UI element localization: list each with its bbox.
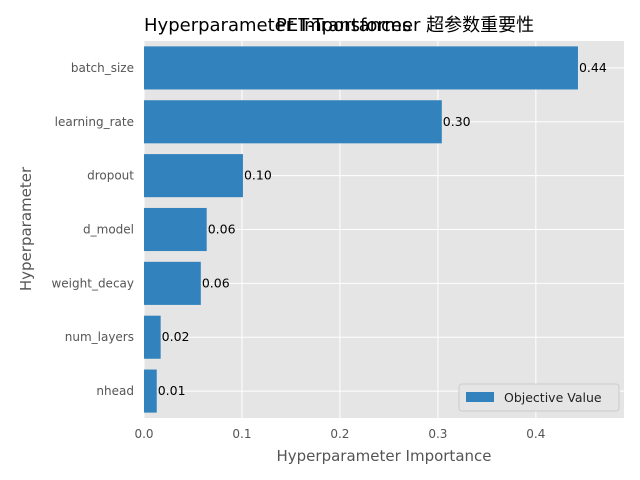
y-tick-labels: nhead num_layers weight_decay d_model dropou…	[51, 61, 134, 398]
bar-batch-size	[144, 46, 578, 90]
chart-title: Hyperparameter Importances	[144, 15, 411, 36]
y-axis-label: Hyperparameter	[17, 166, 35, 291]
y-tick-label: nhead	[96, 384, 134, 398]
legend-box	[458, 383, 620, 412]
x-tick-label: 0.2	[330, 427, 349, 441]
x-tick-label: 0.0	[134, 427, 153, 441]
bar-weight-decay	[144, 261, 201, 305]
bar-value-label: 0.06	[202, 275, 230, 290]
y-tick-label: d_model	[83, 223, 134, 237]
y-tick-label: num_layers	[65, 330, 134, 344]
x-axis-label: Hyperparameter Importance	[277, 447, 492, 465]
bar-value-label: 0.02	[162, 329, 190, 344]
data-labels: 0.01 0.02 0.06 0.06 0.10 0.30 0.44	[158, 60, 607, 398]
x-tick-labels: 0.0 0.1 0.2 0.3 0.4	[134, 427, 545, 441]
bar-num-layers	[144, 315, 161, 359]
x-tick-label: 0.3	[428, 427, 447, 441]
legend-label: Objective Value	[504, 390, 602, 405]
bar-dropout	[144, 154, 243, 198]
bars	[144, 46, 578, 413]
bar-value-label: 0.10	[244, 168, 272, 183]
y-tick-label: weight_decay	[51, 276, 134, 290]
x-tick-label: 0.1	[232, 427, 251, 441]
legend-swatch	[466, 392, 494, 402]
bar-learning-rate	[144, 100, 442, 144]
chart-title-overlay: PET-Transformer 超参数重要性	[276, 15, 534, 36]
y-tick-label: batch_size	[71, 61, 134, 75]
legend: Objective Value	[458, 383, 620, 412]
bar-value-label: 0.06	[208, 222, 236, 237]
y-tick-label: learning_rate	[55, 115, 134, 129]
bar-nhead	[144, 369, 157, 413]
bar-value-label: 0.01	[158, 383, 186, 398]
x-tick-label: 0.4	[526, 427, 545, 441]
bar-value-label: 0.30	[443, 114, 471, 129]
bar-d-model	[144, 207, 207, 252]
y-tick-label: dropout	[87, 169, 134, 183]
bar-value-label: 0.44	[579, 60, 607, 75]
